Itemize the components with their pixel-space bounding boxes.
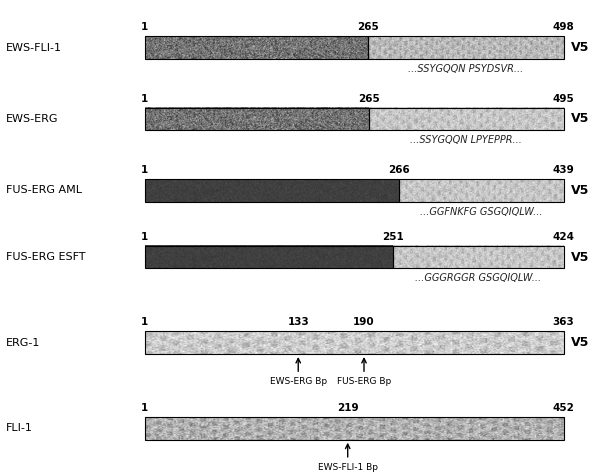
Bar (145, 417, 564, 440)
Text: 190: 190 (353, 317, 375, 327)
Text: 1: 1 (141, 94, 148, 104)
Text: FUS-ERG ESFT: FUS-ERG ESFT (6, 252, 86, 262)
Text: EWS-FLI-1: EWS-FLI-1 (6, 42, 62, 53)
Text: FUS-ERG AML: FUS-ERG AML (6, 185, 82, 196)
Text: FUS-ERG Bp: FUS-ERG Bp (337, 377, 391, 386)
Text: 363: 363 (553, 317, 575, 327)
Bar (145, 331, 564, 354)
Text: EWS-FLI-1 Bp: EWS-FLI-1 Bp (318, 463, 378, 472)
Text: 1: 1 (141, 165, 148, 175)
Text: 133: 133 (287, 317, 309, 327)
Text: 495: 495 (553, 94, 575, 104)
Bar (145, 108, 369, 130)
Text: EWS-ERG Bp: EWS-ERG Bp (270, 377, 327, 386)
Text: ERG-1: ERG-1 (6, 337, 41, 348)
Bar (369, 108, 564, 130)
Text: V5: V5 (571, 41, 590, 54)
Text: V5: V5 (571, 184, 590, 197)
Text: ...SSYGQQN PSYDSVR...: ...SSYGQQN PSYDSVR... (408, 64, 523, 74)
Text: FLI-1: FLI-1 (6, 423, 33, 434)
Text: 219: 219 (337, 403, 359, 413)
Text: 452: 452 (553, 403, 575, 413)
Text: 251: 251 (382, 232, 403, 242)
Bar (145, 246, 393, 268)
Bar (393, 246, 564, 268)
Text: 1: 1 (141, 232, 148, 242)
Text: 439: 439 (553, 165, 575, 175)
Bar (368, 36, 564, 59)
Text: ...GGFNKFG GSGQIQLW...: ...GGFNKFG GSGQIQLW... (420, 207, 542, 217)
Bar (399, 179, 564, 202)
Text: V5: V5 (571, 112, 590, 126)
Text: ...GGGRGGR GSGQIQLW...: ...GGGRGGR GSGQIQLW... (415, 273, 541, 283)
Text: 424: 424 (553, 232, 575, 242)
Text: 1: 1 (141, 22, 148, 32)
Text: V5: V5 (571, 336, 590, 349)
Text: 265: 265 (357, 22, 379, 32)
Text: 266: 266 (387, 165, 410, 175)
Text: 1: 1 (141, 317, 148, 327)
Text: 1: 1 (141, 403, 148, 413)
Bar (145, 179, 399, 202)
Text: V5: V5 (571, 250, 590, 264)
Bar (145, 36, 368, 59)
Text: 265: 265 (358, 94, 380, 104)
Text: ...SSYGQQN LPYEPPR...: ...SSYGQQN LPYEPPR... (410, 135, 522, 145)
Text: 498: 498 (553, 22, 575, 32)
Text: EWS-ERG: EWS-ERG (6, 114, 59, 124)
